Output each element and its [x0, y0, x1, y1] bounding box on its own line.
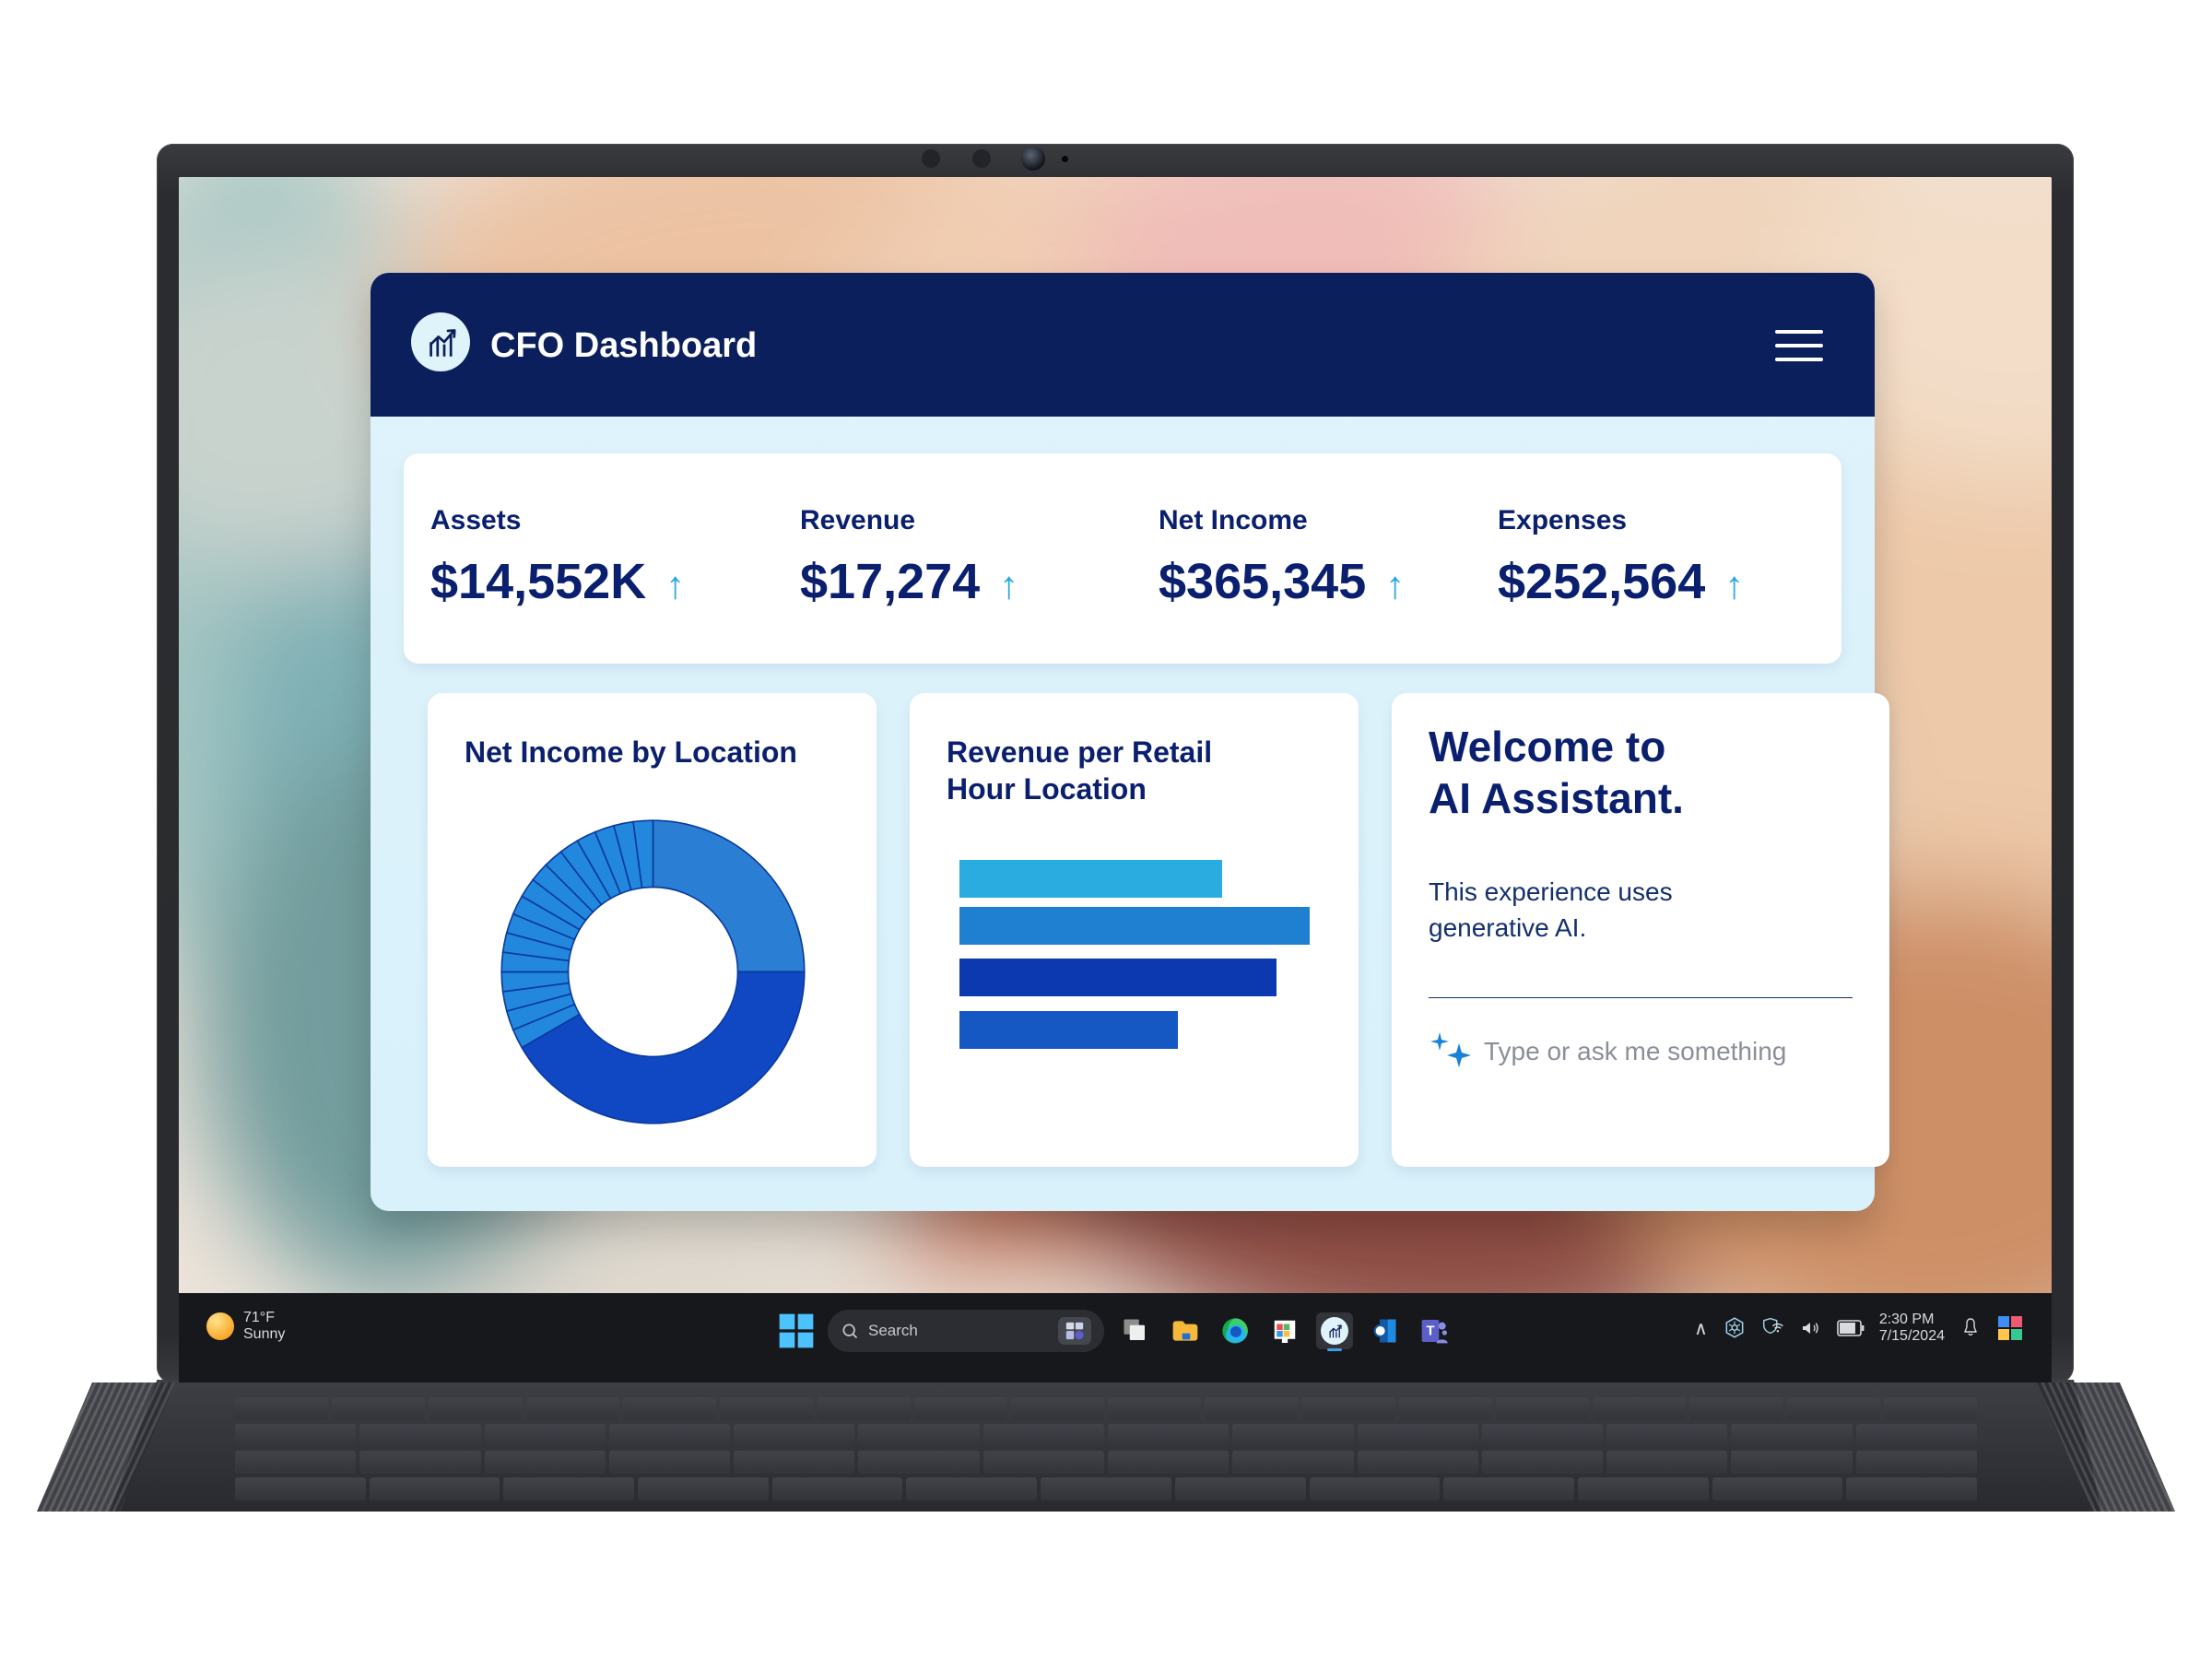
svg-text:T: T — [1427, 1324, 1435, 1339]
